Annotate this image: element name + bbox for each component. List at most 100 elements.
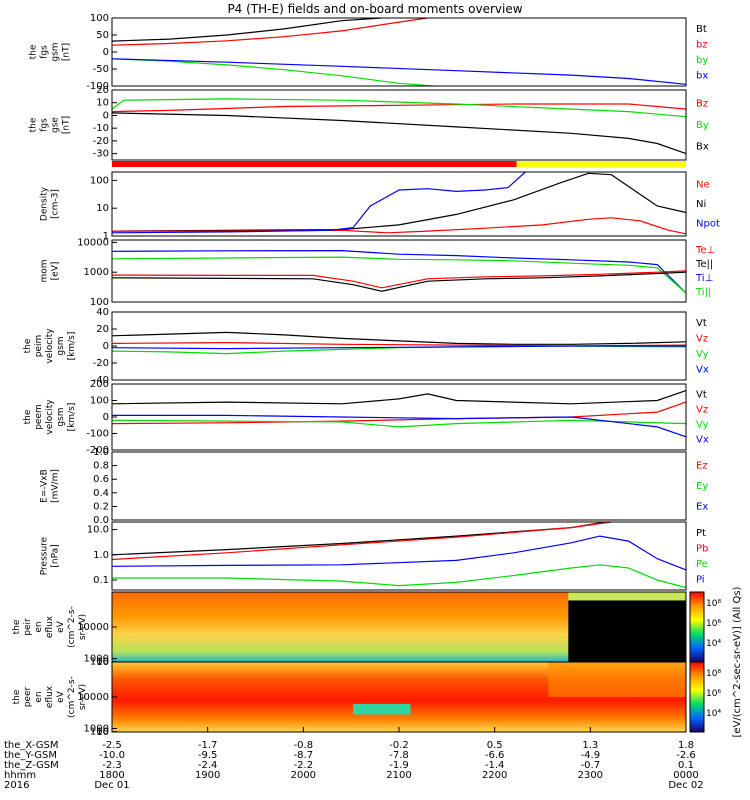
xtick-value-2-2: -2.2 xyxy=(294,760,314,771)
ytick-label-efield-5: 0.0 xyxy=(93,515,109,526)
ytick-label-temperature-2: 10000 xyxy=(77,237,109,248)
panel-frame-density xyxy=(111,171,687,237)
xtick-value-4-3: 2200 xyxy=(482,770,507,781)
ylabel-fgs_gsm-0: the xyxy=(29,44,39,59)
ylabel-peim_velocity-4: [km/s] xyxy=(67,332,77,361)
series-fgs_gsm-0 xyxy=(111,17,382,42)
ylabel-fgs_gsm-2: gsm xyxy=(51,42,61,61)
ylabel-peim_velocity-1: peim xyxy=(34,335,44,358)
ytick-label-peer_spec-0: 10 xyxy=(96,727,109,738)
legend-peim_velocity-3: Vx xyxy=(696,364,709,375)
legend-temperature-2: Ti⊥ xyxy=(695,273,713,284)
legend-temperature-3: Ti|| xyxy=(695,287,711,298)
xtick-value-6-4: Dec 02 xyxy=(668,780,703,791)
xtick-value-5-1: -4.9 xyxy=(581,750,601,761)
ytick-label-efield-2: 0.6 xyxy=(93,474,109,485)
series-temperature-1 xyxy=(111,256,687,294)
legend-peem_velocity-1: Vz xyxy=(696,405,708,416)
xtick-value-6-1: -2.6 xyxy=(676,750,696,761)
ylabel-peir_spec-3: eflux xyxy=(45,615,55,638)
ytick-label-peer_spec-1: 100 xyxy=(90,727,109,738)
ytick-label-fgs_gsm-2: 0 xyxy=(103,47,109,58)
ylabel-fgs_gse-2: gse xyxy=(51,117,61,133)
ylabel-efield-1: [mV/m] xyxy=(51,469,61,503)
legend-density-2: Npot xyxy=(696,218,720,229)
ylabel-peer_spec-1: peer xyxy=(23,686,33,707)
xaxis-row-label-3: hhmm xyxy=(4,770,36,781)
legend-temperature-1: Te|| xyxy=(695,259,713,270)
series-peim_velocity-0 xyxy=(111,331,687,345)
series-density-1 xyxy=(112,217,687,235)
xtick-value-0-3: 1800 xyxy=(99,770,124,781)
ylabel-peir_spec-4: eV xyxy=(56,620,66,633)
xtick-value-1-3: 1900 xyxy=(195,770,220,781)
ytick-label-fgs_gsm-4: -100 xyxy=(86,81,109,92)
ytick-label-peim_velocity-4: -40 xyxy=(93,375,109,386)
xtick-value-3-1: -7.8 xyxy=(389,750,409,761)
legend-density-0: Ne xyxy=(696,180,710,191)
legend-peem_velocity-3: Vx xyxy=(696,435,709,446)
ytick-label-peim_velocity-2: 0 xyxy=(103,341,109,352)
series-density-2 xyxy=(111,171,526,234)
panel-border-density xyxy=(111,171,687,237)
ytick-label-peim_velocity-3: -20 xyxy=(93,358,109,369)
xtick-value-0-4: Dec 01 xyxy=(94,780,129,791)
ylabel-peem_velocity-1: peem xyxy=(34,404,44,430)
series-pressure-2 xyxy=(111,535,687,571)
series-fgs_gsm-2 xyxy=(111,58,434,87)
legend-pressure-1: Pb xyxy=(696,543,708,554)
legend-peem_velocity-0: Vt xyxy=(696,390,707,401)
ylabel-peer_spec-0: the xyxy=(12,689,22,704)
heatmap-low-band xyxy=(353,704,411,715)
panel-border-fgs_gse xyxy=(111,89,687,161)
heatmap-high-energy xyxy=(568,592,686,601)
ytick-label-density-1: 10 xyxy=(96,203,109,214)
ytick-label-temperature-0: 100 xyxy=(90,297,109,308)
series-temperature-3 xyxy=(111,271,687,292)
colorbar-upper xyxy=(689,591,705,663)
colorbar-upper-tick-0: 10⁸ xyxy=(706,599,721,609)
xtick-value-0-0: -2.5 xyxy=(102,740,122,751)
panel-border-fgs_gsm xyxy=(111,17,687,87)
panel-frame-temperature xyxy=(111,239,687,303)
ytick-label-pressure-2: 10.0 xyxy=(87,525,109,536)
ytick-label-fgs_gsm-0: 100 xyxy=(90,13,109,24)
ylabel-peer_spec-4: eV xyxy=(56,690,66,703)
legend-peim_velocity-0: Vt xyxy=(696,318,707,329)
xtick-value-4-1: -6.6 xyxy=(485,750,505,761)
panel-border-pressure xyxy=(111,521,687,591)
ytick-label-peem_velocity-4: -200 xyxy=(86,445,109,456)
mode-bar-segment-1 xyxy=(516,161,686,167)
xtick-value-3-0: -0.2 xyxy=(389,740,409,751)
ytick-label-pressure-0: 0.1 xyxy=(93,575,109,586)
series-peem_velocity-0 xyxy=(111,390,687,405)
ylabel-peim_velocity-2: velocity xyxy=(45,328,55,364)
xtick-value-5-2: -0.7 xyxy=(581,760,601,771)
legend-density-1: Ni xyxy=(696,199,706,210)
colorbar-lower-tick-2: 10⁴ xyxy=(706,709,721,719)
legend-temperature-0: Te⊥ xyxy=(695,245,715,256)
ylabel-peer_spec-3: eflux xyxy=(45,685,55,708)
series-pressure-3 xyxy=(112,564,687,589)
ylabel-peir_spec-1: peir xyxy=(23,618,33,636)
series-density-0 xyxy=(111,172,687,232)
legend-fgs_gsm-2: by xyxy=(696,55,708,66)
panel-frame-fgs_gse xyxy=(111,89,687,161)
legend-efield-2: Ex xyxy=(696,502,708,513)
legend-pressure-3: Pi xyxy=(696,574,705,585)
series-peem_velocity-3 xyxy=(112,414,687,438)
legend-peem_velocity-2: Vy xyxy=(696,420,709,431)
ylabel-peim_velocity-0: the xyxy=(23,338,33,353)
heatmap-late-band xyxy=(548,662,686,697)
ylabel-peem_velocity-4: [km/s] xyxy=(67,403,77,432)
xaxis-row-label-0: the_X-GSM xyxy=(4,740,58,751)
xaxis-row-label-4: 2016 xyxy=(4,780,29,791)
series-fgs_gse-2 xyxy=(111,112,687,155)
ylabel-fgs_gse-0: the xyxy=(29,117,39,132)
series-fgs_gse-0 xyxy=(111,103,687,113)
ytick-label-peir_spec-1: 100 xyxy=(90,657,109,668)
ylabel-fgs_gse-1: fgs xyxy=(40,118,50,132)
ylabel-peem_velocity-0: the xyxy=(23,409,33,424)
xaxis-row-label-1: the_Y-GSM xyxy=(4,750,57,761)
figure-title: P4 (TH-E) fields and on-board moments ov… xyxy=(227,2,523,16)
